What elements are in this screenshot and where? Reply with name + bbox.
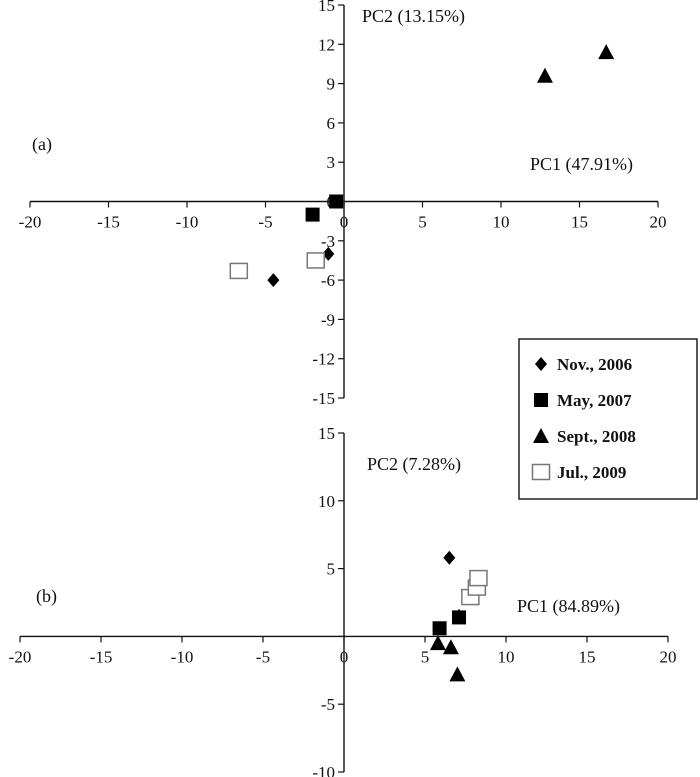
y-tick-label: 12 [318,35,335,54]
panel-a: -20-15-10-505101520-15-12-9-6-303691215P… [19,0,667,408]
legend: Nov., 2006 May, 2007 Sept., 2008 Jul., 2009 [518,338,698,500]
legend-marker [533,428,549,443]
data-point [452,610,467,625]
legend-label: Jul., 2009 [557,463,626,482]
y-tick-label: -3 [321,232,335,251]
x-tick-label: 10 [493,213,510,232]
data-point [443,550,456,565]
panel-label: (b) [36,586,57,607]
data-point [305,207,320,222]
data-point [432,621,447,636]
x-tick-label: 15 [579,647,596,666]
x-tick-label: 0 [340,213,349,232]
y-tick-label: -15 [312,389,335,408]
y-tick-label: -5 [321,695,335,714]
x-tick-label: -5 [258,213,272,232]
x-tick-label: 20 [660,647,677,666]
panel-label: (a) [32,134,52,155]
legend-marker [535,357,547,371]
data-point [329,194,344,209]
y-tick-label: 15 [318,0,335,15]
legend-marker [531,463,551,481]
x-tick-label: -10 [171,647,194,666]
y-tick-label: 15 [318,424,335,443]
x-tick-label: 10 [498,647,515,666]
data-point [469,569,488,587]
legend-label: May, 2007 [557,391,632,410]
data-point [306,252,325,269]
x-tick-label: -20 [19,213,42,232]
x-tick-label: -15 [97,213,120,232]
x-tick-label: 5 [418,213,427,232]
y-tick-label: -9 [321,310,335,329]
data-point [229,262,249,280]
x-tick-label: 0 [340,647,349,666]
legend-label: Nov., 2006 [557,355,632,374]
y-tick-label: 6 [327,114,336,133]
data-point [429,635,446,651]
data-point [322,246,335,261]
x-tick-label: 15 [571,213,588,232]
data-point [536,67,553,83]
y-tick-label: 5 [327,560,336,579]
x-tick-label: -5 [256,647,270,666]
x-tick-label: 20 [650,213,667,232]
y-axis-title: PC2 (13.15%) [362,6,465,27]
data-point [267,273,280,288]
data-point [442,639,459,655]
legend-marker [534,393,548,407]
x-axis-title: PC1 (47.91%) [530,154,633,175]
y-tick-label: -10 [312,763,335,777]
data-point [598,44,615,60]
x-tick-label: -10 [176,213,199,232]
legend-label: Sept., 2008 [557,427,636,446]
data-point [449,666,466,682]
y-tick-label: 10 [318,492,335,511]
x-tick-label: 5 [421,647,430,666]
y-axis-title: PC2 (7.28%) [367,454,461,475]
y-tick-label: 9 [327,75,336,94]
x-tick-label: -20 [9,647,32,666]
y-tick-label: 3 [327,153,336,172]
y-tick-label: -6 [321,271,335,290]
x-tick-label: -15 [90,647,113,666]
x-axis-title: PC1 (84.89%) [517,596,620,617]
panel-b: -20 -15 -10 -5 0 5 10 15 20 -10 -5 5 10 15 PC2 (7.28%)… [9,424,677,777]
y-tick-label: -12 [312,350,335,369]
